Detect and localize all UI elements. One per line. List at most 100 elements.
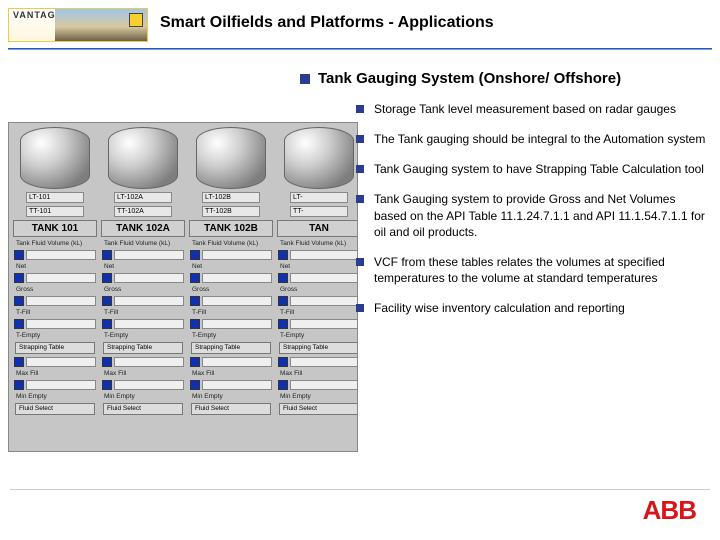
tank-value-row (102, 250, 184, 260)
value-field[interactable] (26, 296, 96, 306)
sub-bullet-text: The Tank gauging should be integral to t… (374, 131, 705, 147)
tank-cylinder-icon (20, 127, 90, 189)
sub-bullet: Tank Gauging system to provide Gross and… (356, 191, 706, 240)
main-bullet-text: Tank Gauging System (Onshore/ Offshore) (318, 70, 621, 89)
sub-bullet-list: Storage Tank level measurement based on … (356, 101, 706, 317)
value-indicator-icon (190, 250, 200, 260)
tank-row-label: Gross (102, 286, 184, 293)
tank-value-row (190, 250, 272, 260)
footer-divider (10, 489, 710, 490)
value-field[interactable] (114, 250, 184, 260)
strapping-table-button[interactable]: Strapping Table (103, 342, 183, 354)
tank-row-label: T-Empty (102, 332, 184, 339)
tank-lt-label: LT-102A (114, 192, 172, 203)
tank-row-label: T-Fill (14, 309, 96, 316)
value-field[interactable] (26, 273, 96, 283)
tank-value-row (14, 357, 96, 367)
sub-bullet-text: Tank Gauging system to have Strapping Ta… (374, 161, 704, 177)
value-field[interactable] (202, 357, 272, 367)
tank-row-label: T-Fill (190, 309, 272, 316)
sub-bullet-text: Storage Tank level measurement based on … (374, 101, 676, 117)
tank-row-label: Min Empty (190, 393, 272, 400)
value-indicator-icon (278, 319, 288, 329)
tank-row-label: Net (14, 263, 96, 270)
tank-name-label: TANK 102A (101, 220, 185, 237)
value-field[interactable] (26, 250, 96, 260)
value-field[interactable] (26, 380, 96, 390)
value-field[interactable] (202, 380, 272, 390)
value-field[interactable] (290, 357, 358, 367)
value-field[interactable] (114, 380, 184, 390)
tank-lt-label: LT-102B (202, 192, 260, 203)
strapping-table-button[interactable]: Strapping Table (15, 342, 95, 354)
fluid-select-button[interactable]: Fluid Select (15, 403, 95, 415)
value-indicator-icon (102, 273, 112, 283)
tank-name-label: TANK 102B (189, 220, 273, 237)
value-indicator-icon (278, 357, 288, 367)
value-indicator-icon (190, 357, 200, 367)
value-field[interactable] (114, 296, 184, 306)
tank-value-row (102, 380, 184, 390)
tank-row-label: Gross (190, 286, 272, 293)
tank-value-row (102, 273, 184, 283)
tank-value-row (278, 357, 358, 367)
value-indicator-icon (102, 380, 112, 390)
tank-value-row (190, 380, 272, 390)
fluid-select-button[interactable]: Fluid Select (279, 403, 358, 415)
tank-value-row (190, 319, 272, 329)
tank-row-label: Net (190, 263, 272, 270)
page-title: Smart Oilfields and Platforms - Applicat… (160, 14, 494, 32)
tank-value-row (14, 319, 96, 329)
value-indicator-icon (190, 296, 200, 306)
value-field[interactable] (202, 319, 272, 329)
value-indicator-icon (14, 296, 24, 306)
value-indicator-icon (278, 273, 288, 283)
value-field[interactable] (114, 357, 184, 367)
value-indicator-icon (278, 250, 288, 260)
header-logo: VANTAGE (8, 8, 148, 42)
tank-value-row (190, 296, 272, 306)
value-field[interactable] (114, 273, 184, 283)
strapping-table-button[interactable]: Strapping Table (279, 342, 358, 354)
tank-value-row (190, 273, 272, 283)
tank-value-row (102, 357, 184, 367)
abb-logo: ABB (643, 495, 696, 526)
tank-cylinder-icon (196, 127, 266, 189)
value-indicator-icon (14, 273, 24, 283)
tank-row-label: Min Empty (102, 393, 184, 400)
tank-row-label: Net (102, 263, 184, 270)
tank-row-label: Max Fill (190, 370, 272, 377)
fluid-select-button[interactable]: Fluid Select (103, 403, 183, 415)
value-field[interactable] (26, 357, 96, 367)
value-indicator-icon (278, 380, 288, 390)
tank-field-header: Tank Fluid Volume (kL) (190, 240, 272, 247)
tank-row-label: T-Empty (14, 332, 96, 339)
tank-column: LT-102B TT-102B TANK 102B Tank Fluid Vol… (189, 127, 273, 447)
main-bullet: Tank Gauging System (Onshore/ Offshore) (300, 70, 706, 89)
tank-value-row (102, 319, 184, 329)
fluid-select-button[interactable]: Fluid Select (191, 403, 271, 415)
value-field[interactable] (202, 273, 272, 283)
abb-logo-text: ABB (643, 495, 696, 526)
value-field[interactable] (202, 250, 272, 260)
value-field[interactable] (114, 319, 184, 329)
tank-name-label: TANK 101 (13, 220, 97, 237)
bullet-square-icon (356, 258, 364, 266)
sub-bullet: Storage Tank level measurement based on … (356, 101, 706, 117)
tank-row-label: Max Fill (102, 370, 184, 377)
sub-bullet: Facility wise inventory calculation and … (356, 300, 706, 316)
tank-row-label: Min Empty (278, 393, 358, 400)
bullet-square-icon (356, 105, 364, 113)
strapping-table-button[interactable]: Strapping Table (191, 342, 271, 354)
tank-row-label: T-Fill (102, 309, 184, 316)
tank-value-row (14, 380, 96, 390)
value-indicator-icon (102, 296, 112, 306)
value-field[interactable] (202, 296, 272, 306)
value-field[interactable] (290, 380, 358, 390)
value-indicator-icon (190, 319, 200, 329)
value-field[interactable] (26, 319, 96, 329)
bullet-square-icon (356, 195, 364, 203)
sub-bullet-text: Tank Gauging system to provide Gross and… (374, 191, 706, 240)
value-indicator-icon (102, 319, 112, 329)
content-area: Tank Gauging System (Onshore/ Offshore) … (300, 70, 706, 330)
